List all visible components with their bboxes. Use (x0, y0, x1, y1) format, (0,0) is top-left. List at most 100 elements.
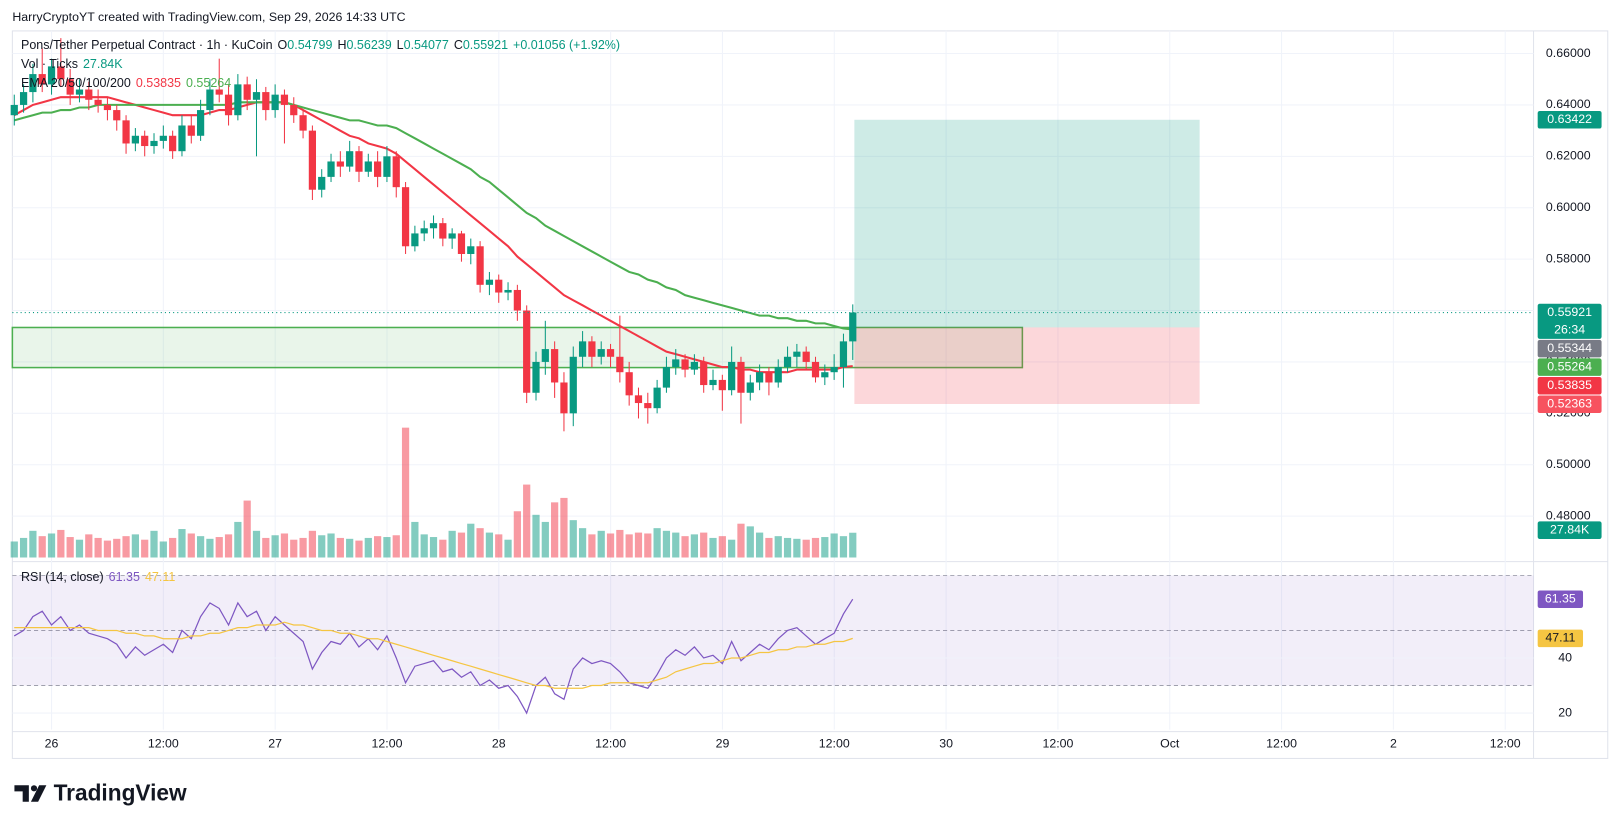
candle-body (234, 84, 242, 116)
candle-body (19, 92, 28, 105)
candle-body (551, 349, 559, 383)
candle-body (224, 94, 233, 116)
take-profit-area (854, 119, 1200, 328)
rsi-band (12, 575, 1534, 686)
volume-bar (290, 539, 298, 558)
candle-body (47, 66, 56, 85)
rsi-badge (1537, 590, 1584, 608)
rsi-line (13, 598, 854, 715)
candle-body (159, 135, 167, 141)
volume-bar (234, 521, 242, 558)
attribution: HarryCryptoYT created with TradingView.c… (12, 10, 405, 24)
candle-body (606, 349, 615, 357)
x-tick-label: 12:00 (1042, 736, 1073, 750)
candle-body (709, 379, 717, 386)
volume-bar (122, 536, 130, 558)
candle-body (616, 356, 624, 373)
price-badge-label: 0.55344 (1547, 341, 1592, 355)
ohlc-label: L (396, 38, 404, 52)
candle-body (150, 140, 158, 147)
candle-body (672, 359, 680, 368)
candle-body (569, 356, 577, 414)
candle-body (252, 92, 261, 100)
volume-bar (532, 514, 540, 558)
ohlc-label: H (337, 38, 347, 52)
volume-bar (672, 532, 680, 558)
volume-bar (597, 530, 605, 558)
candle-body (765, 372, 773, 383)
candle-body (811, 361, 820, 378)
volume-bar (374, 536, 382, 558)
candle-body (206, 89, 214, 111)
volume-bar (523, 484, 531, 558)
volume-bar (411, 521, 419, 558)
volume-bar (215, 537, 223, 558)
volume-bar (718, 536, 726, 558)
candle-body (802, 351, 810, 362)
volume-bar (262, 537, 270, 558)
candle-body (169, 135, 177, 152)
volume-bar (327, 533, 335, 558)
ema-value: 0.53835 (135, 76, 181, 90)
close-value: 0.55921 (462, 38, 509, 52)
price-badge (1537, 395, 1602, 414)
rsi-tick-label: 40 (1558, 650, 1572, 664)
volume-badge-label: 27.84K (1550, 522, 1590, 536)
price-badge (1537, 376, 1602, 395)
price-badge (1537, 111, 1602, 129)
y-tick-label: 0.64000 (1546, 97, 1591, 111)
candle-body (690, 361, 698, 370)
candle-body (513, 289, 521, 311)
candle-body (374, 161, 382, 177)
x-tick-label: 30 (939, 736, 953, 750)
candle-body (597, 349, 605, 357)
y-tick-label: 0.48000 (1546, 508, 1591, 522)
candle-body (38, 74, 46, 85)
volume-bar (690, 534, 698, 558)
candle-body (541, 349, 549, 362)
candle-body (662, 367, 671, 388)
y-tick-label: 0.58000 (1546, 251, 1591, 265)
x-tick-label: 12:00 (1490, 736, 1521, 750)
volume-bar (839, 536, 848, 558)
price-badge-label: 0.63422 (1547, 112, 1592, 126)
candle-body (187, 125, 195, 136)
volume-bar (485, 532, 494, 558)
candle-body (178, 125, 186, 152)
candle-body (364, 161, 372, 172)
volume-bar (448, 530, 456, 558)
candle-body (485, 279, 494, 285)
candle-body (653, 387, 661, 409)
candle-body (392, 156, 400, 188)
price-badge (1537, 358, 1602, 376)
candle-body (439, 223, 447, 239)
volume-bar (560, 497, 568, 558)
volume-bar (578, 528, 587, 558)
rsi-badge-label: 61.35 (1545, 591, 1576, 605)
candle-body (131, 135, 139, 144)
low-value: 0.54077 (403, 38, 449, 52)
volume-bar (364, 537, 372, 558)
candle-body (271, 94, 279, 111)
candle-body (728, 361, 736, 391)
candle-body (755, 372, 764, 383)
volume-bar (47, 533, 56, 558)
volume-bar (308, 530, 317, 558)
volume-bar (187, 533, 195, 558)
ema-line (13, 101, 853, 331)
y-tick-label: 0.50000 (1546, 457, 1591, 471)
x-tick-label: 12:00 (1266, 736, 1297, 750)
candle-body (336, 161, 344, 167)
candle-body (495, 279, 503, 293)
candle-body (644, 403, 652, 409)
symbol-title: Pons/Tether Perpetual Contract · 1h · Ku… (21, 38, 273, 52)
candle-body (243, 84, 251, 100)
price-badge (1537, 339, 1602, 358)
ohlc-label: C (453, 38, 463, 52)
volume-title: Vol · Ticks (21, 57, 78, 71)
volume-bar (495, 534, 503, 558)
candle-body (532, 361, 540, 393)
brand: TradingView (54, 779, 187, 805)
candle-body (429, 223, 438, 229)
change: +0.01056 (+1.92%) (513, 38, 621, 52)
